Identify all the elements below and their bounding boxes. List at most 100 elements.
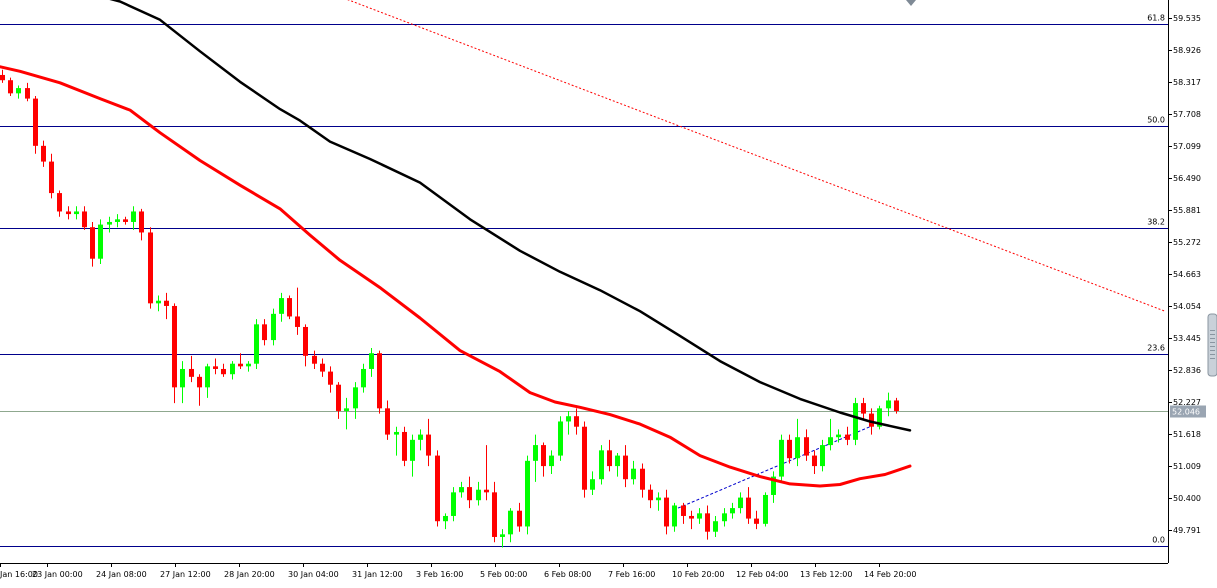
candle (123, 216, 128, 225)
candle-body (213, 366, 218, 369)
candle-body (787, 439, 792, 459)
time-tick-label: 6 Feb 08:00 (544, 570, 591, 579)
candle (172, 303, 177, 404)
chart-shift-marker-icon[interactable] (906, 0, 916, 6)
trend-line[interactable] (325, 0, 1166, 509)
candle (49, 153, 54, 199)
candle-body (615, 455, 620, 467)
candle-body (886, 400, 891, 409)
candle-body (90, 227, 95, 259)
price-tick-label: 57.708 (1173, 110, 1201, 119)
candle (394, 426, 399, 456)
candle (623, 445, 628, 488)
candlesticks (0, 69, 899, 548)
fib-level-label: 38.2 (1147, 218, 1165, 227)
time-tick-label: 31 Jan 12:00 (352, 570, 403, 579)
candle (582, 421, 587, 498)
candle-body (180, 368, 185, 388)
time-tick-label: 14 Feb 20:00 (864, 570, 916, 579)
candle-body (16, 88, 21, 94)
candle-body (394, 431, 399, 435)
candle (754, 510, 759, 530)
candle (795, 418, 800, 467)
candle-body (262, 324, 267, 341)
candle-body (410, 439, 415, 461)
candle (451, 487, 456, 522)
candle-body (336, 384, 341, 411)
candle (861, 397, 866, 419)
candle (615, 452, 620, 477)
candle (894, 397, 899, 414)
candle-body (869, 413, 874, 427)
candle (90, 221, 95, 267)
candle (812, 450, 817, 474)
price-tick-label: 59.535 (1173, 14, 1201, 23)
candle (254, 319, 259, 369)
price-tick-label: 51.009 (1173, 462, 1201, 471)
candle-body (172, 305, 177, 388)
candle (541, 442, 546, 477)
candle (385, 400, 390, 440)
candle (500, 529, 505, 548)
candle-body (467, 487, 472, 501)
candle (771, 471, 776, 503)
candle-body (451, 492, 456, 516)
candle (180, 361, 185, 404)
candle-body (623, 455, 628, 480)
price-tag-box (1170, 405, 1206, 418)
candle-body (877, 408, 882, 427)
price-tick-label: 55.272 (1173, 238, 1201, 247)
candle (574, 408, 579, 435)
price-tick-label: 54.054 (1173, 302, 1201, 311)
candle (492, 481, 497, 543)
chart-controls[interactable] (906, 0, 1217, 377)
candle-body (861, 403, 866, 414)
candle (828, 418, 833, 451)
candle-body (664, 497, 669, 527)
candle-body (328, 371, 333, 385)
candle-body (681, 505, 686, 516)
price-axis[interactable]: 59.535 58.926 58.317 57.708 57.099 56.490 55.8… (1168, 14, 1201, 535)
candle (139, 208, 144, 241)
price-tick-label: 56.490 (1173, 174, 1201, 183)
candle (164, 292, 169, 320)
candle-body (0, 74, 5, 81)
candle-body (8, 80, 13, 94)
candle-body (746, 497, 751, 519)
candle (476, 481, 481, 506)
candle-body (689, 515, 694, 519)
candle (369, 347, 374, 377)
scroll-handle-body[interactable] (1207, 313, 1217, 377)
candle (230, 361, 235, 380)
candle-body (566, 416, 571, 422)
candle (877, 405, 882, 430)
candle-body (221, 368, 226, 375)
candle (664, 489, 669, 535)
price-tick-label: 52.227 (1173, 398, 1201, 407)
scroll-handle[interactable] (1207, 313, 1217, 377)
candle (713, 515, 718, 537)
fibonacci-levels: 61.8 50.0 38.2 23.6 0.0 (0, 14, 1168, 547)
candle-body (361, 368, 366, 388)
time-tick-label: 12 Feb 04:00 (736, 570, 788, 579)
candle (467, 476, 472, 509)
current-price-tag: 52.046 (1170, 405, 1206, 418)
candle (377, 350, 382, 414)
candle-body (82, 211, 87, 228)
candle-body (66, 211, 71, 215)
candle-body (836, 434, 841, 438)
candle (107, 216, 112, 233)
candle (82, 206, 87, 230)
resistance-trendline[interactable] (325, 0, 1166, 312)
fib-level-label: 0.0 (1152, 536, 1165, 545)
candle (74, 206, 79, 220)
candle-body (303, 326, 308, 356)
time-tick-label: 24 Jan 08:00 (96, 570, 147, 579)
candle-body (590, 479, 595, 490)
time-tick-label: 7 Feb 16:00 (608, 570, 655, 579)
candle-body (197, 376, 202, 388)
candle (115, 214, 120, 228)
candle (746, 487, 751, 524)
